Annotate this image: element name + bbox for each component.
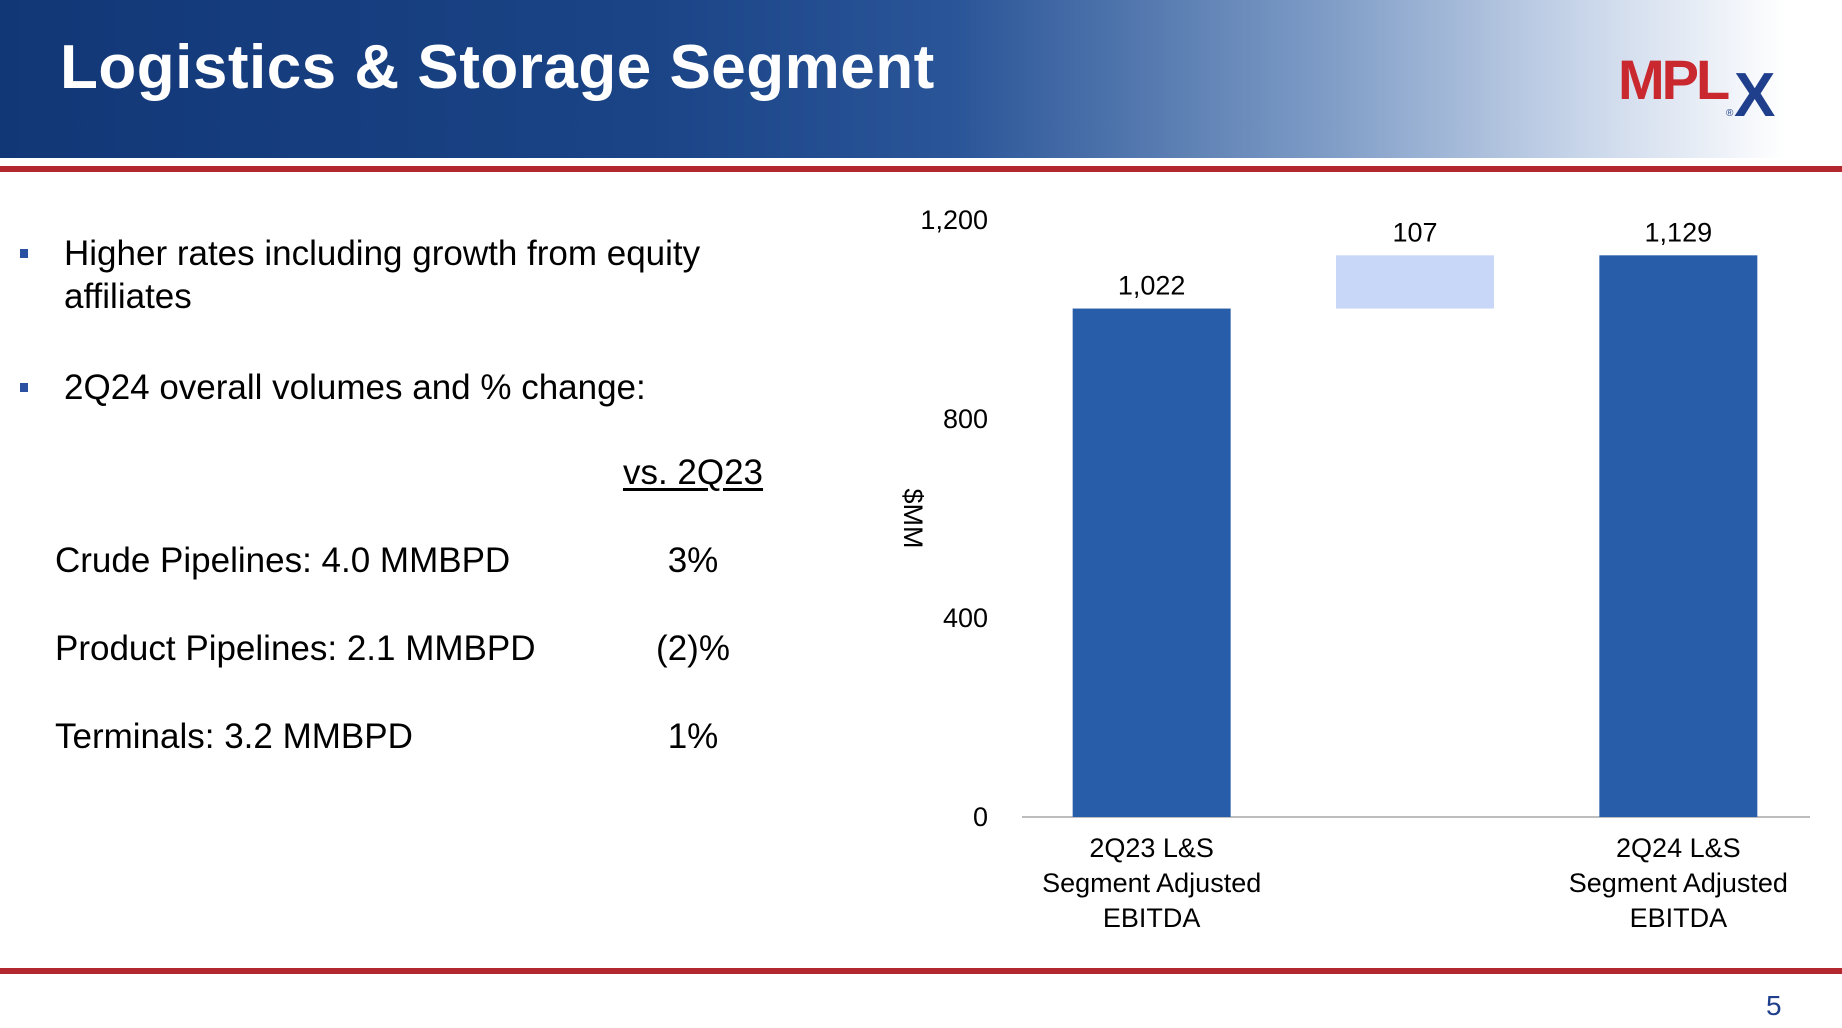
category-label: 2Q24 L&S bbox=[1616, 833, 1741, 863]
y-tick-label: 800 bbox=[943, 404, 988, 434]
data-label: 1,022 bbox=[1118, 271, 1186, 301]
volume-label: Product Pipelines: 2.1 MMBPD bbox=[55, 629, 536, 668]
bullet-text: 2Q24 overall volumes and % change: bbox=[64, 368, 646, 407]
category-label: 2Q23 L&S bbox=[1089, 833, 1214, 863]
slide-title: Logistics & Storage Segment bbox=[60, 33, 935, 102]
bullet-list: Higher rates including growth from equit… bbox=[18, 232, 798, 409]
y-axis-label: $MM bbox=[898, 489, 928, 549]
bullet-square-icon bbox=[20, 383, 28, 392]
category-label: EBITDA bbox=[1630, 903, 1728, 933]
waterfall-chart: $MM 0 400 800 1,200 1,022 2Q23 L&S Segment Adju… bbox=[898, 205, 1810, 933]
page-number: 5 bbox=[1766, 990, 1782, 1021]
total-bar bbox=[1599, 255, 1758, 817]
volume-label: Crude Pipelines: 4.0 MMBPD bbox=[55, 541, 511, 580]
volume-change: 1% bbox=[667, 717, 719, 756]
bottom-accent-rule bbox=[0, 968, 1842, 974]
volume-change: (2)% bbox=[656, 629, 730, 668]
y-tick-label: 400 bbox=[943, 603, 988, 633]
data-label: 1,129 bbox=[1645, 217, 1713, 247]
category-label: Segment Adjusted bbox=[1042, 868, 1261, 898]
y-tick-label: 1,200 bbox=[920, 205, 988, 235]
volume-row: Crude Pipelines: 4.0 MMBPD 3% bbox=[55, 541, 815, 585]
category-label: Segment Adjusted bbox=[1569, 868, 1788, 898]
bullet-text: Higher rates including growth from equit… bbox=[64, 234, 701, 316]
bullet-square-icon bbox=[20, 249, 28, 258]
bullet-item: Higher rates including growth from equit… bbox=[18, 232, 798, 318]
mplx-logo: MPL X ® bbox=[1618, 48, 1775, 126]
increase-bar bbox=[1336, 255, 1494, 309]
volume-row: Product Pipelines: 2.1 MMBPD (2)% bbox=[55, 629, 815, 673]
volume-comparison-header: vs. 2Q23 bbox=[622, 453, 764, 492]
top-accent-rule bbox=[0, 166, 1842, 172]
svg-text:MPL: MPL bbox=[1618, 48, 1729, 111]
svg-text:®: ® bbox=[1726, 108, 1734, 119]
slide-header: Logistics & Storage Segment MPL X ® bbox=[0, 0, 1842, 158]
volume-label: Terminals: 3.2 MMBPD bbox=[55, 717, 413, 756]
total-bar bbox=[1072, 308, 1231, 817]
data-label: 107 bbox=[1392, 217, 1437, 247]
bullet-item: 2Q24 overall volumes and % change: bbox=[18, 366, 798, 409]
y-tick-label: 0 bbox=[973, 802, 988, 832]
volume-change: 3% bbox=[667, 541, 719, 580]
category-label: EBITDA bbox=[1103, 903, 1201, 933]
volume-row: Terminals: 3.2 MMBPD 1% bbox=[55, 717, 815, 761]
mplx-logo-mark: MPL X ® bbox=[1618, 48, 1775, 126]
svg-text:X: X bbox=[1734, 61, 1775, 126]
